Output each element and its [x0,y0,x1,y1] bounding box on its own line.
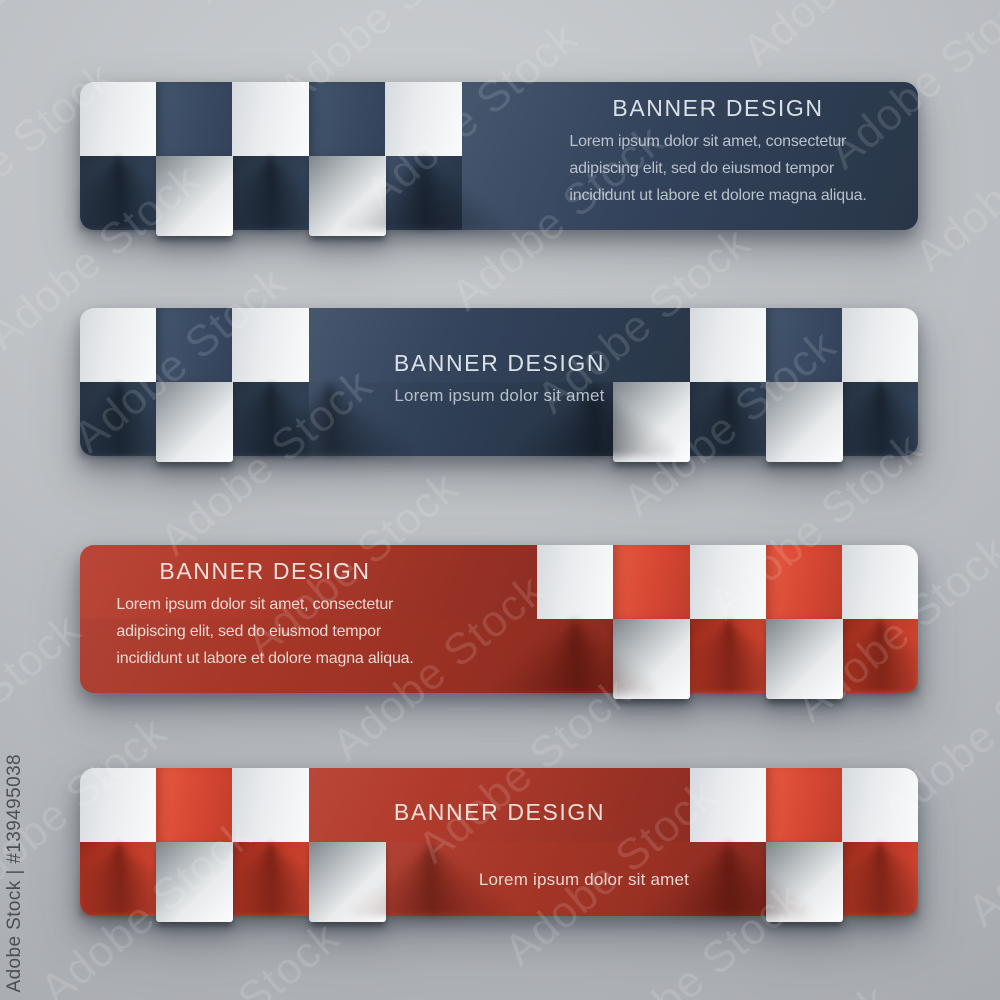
banner-title: BANNER DESIGN [159,558,371,584]
checker-square [232,82,309,156]
banner-3: BANNER DESIGN Lorem ipsum dolor sit amet… [80,545,918,699]
checker-square [842,619,918,693]
watermark-text: Adobe Stock [958,731,1000,937]
banner-4: BANNER DESIGN Lorem ipsum dolor sit amet [80,768,918,922]
checker-square [232,156,309,230]
checker-square [309,156,386,236]
checker-square [690,619,767,693]
checker-square [232,382,309,456]
watermark-text: Adobe Stock [0,0,38,154]
checker-square [766,619,843,699]
banner-body-line: Lorem ipsum dolor sit amet, consectetur [569,133,847,150]
checker-square [613,545,690,619]
watermark-text: Adobe Stock [991,179,1000,384]
banner-3-solid-top [80,545,537,619]
banner-subtitle: Lorem ipsum dolor sit amet [478,870,690,889]
watermark-text: Adobe Stock [905,76,1000,281]
banner-body-line: adipiscing elit, sed do eiusmod tempor [569,160,834,177]
banner-body: Lorem ipsum dolor sit amet, consectetur … [116,591,413,672]
checker-square [232,842,309,916]
checker-square [156,82,233,156]
checker-square [842,545,918,619]
checker-square [690,768,767,842]
checker-square [232,308,309,382]
banner-title: BANNER DESIGN [393,350,606,376]
banner-1: BANNER DESIGN Lorem ipsum dolor sit amet… [80,82,918,236]
banner-1-text-block: BANNER DESIGN Lorem ipsum dolor sit amet… [518,82,918,242]
checker-square [613,619,690,699]
banner-2-text-block: BANNER DESIGN Lorem ipsum dolor sit amet [309,308,690,497]
banner-subtitle: Lorem ipsum dolor sit amet [394,386,605,405]
checker-square [80,156,157,230]
checker-square [156,156,233,236]
checker-square [80,382,157,456]
checker-square [690,545,767,619]
checker-square [385,82,462,156]
banner-body-line: adipiscing elit, sed do eiusmod tempor [116,623,381,640]
checker-square [766,382,843,462]
checker-square [766,308,843,382]
checker-square [80,308,157,382]
banner-body-line: Lorem ipsum dolor sit amet, consectetur [116,596,394,613]
checker-square [537,545,614,619]
checker-square [232,768,309,842]
checker-square [80,842,157,916]
checker-square [80,82,157,156]
checker-square [842,768,918,842]
banner-1-solid-panel [461,82,918,230]
checker-square [842,382,918,456]
banner-2-solid-top [309,308,690,382]
banner-1-solid-notch [385,156,462,230]
banner-body-line: incididunt ut labore et dolore magna ali… [116,650,414,667]
checker-square [690,382,767,456]
banner-body-line: incididunt ut labore et dolore magna ali… [569,187,867,204]
checker-square [309,82,386,156]
banner-4-text-block: BANNER DESIGN [309,768,690,946]
watermark-text: Adobe Stock [667,976,899,1000]
watermark-text: Adobe Stock [733,0,965,76]
checker-square [842,842,918,916]
checker-square [156,382,233,462]
banner-title: BANNER DESIGN [612,95,824,121]
watermark-text: Adobe Stock [184,0,416,13]
checker-square [156,308,233,382]
checker-square [156,842,233,922]
checker-square [766,768,843,842]
checker-square [156,768,233,842]
banner-3-text-block: BANNER DESIGN Lorem ipsum dolor sit amet… [90,545,440,705]
banner-4-solid-top [309,768,690,842]
checker-square [80,768,157,842]
banner-2: BANNER DESIGN Lorem ipsum dolor sit amet [80,308,918,462]
checker-square [690,308,767,382]
checker-square [766,842,843,922]
watermark-text: Adobe Stock [0,501,4,707]
checker-square [842,308,918,382]
banner-title: BANNER DESIGN [393,799,606,825]
banner-body: Lorem ipsum dolor sit amet, consectetur … [569,128,866,209]
stock-credit-watermark: Adobe Stock | #139495038 [4,753,25,993]
checker-square [766,545,843,619]
